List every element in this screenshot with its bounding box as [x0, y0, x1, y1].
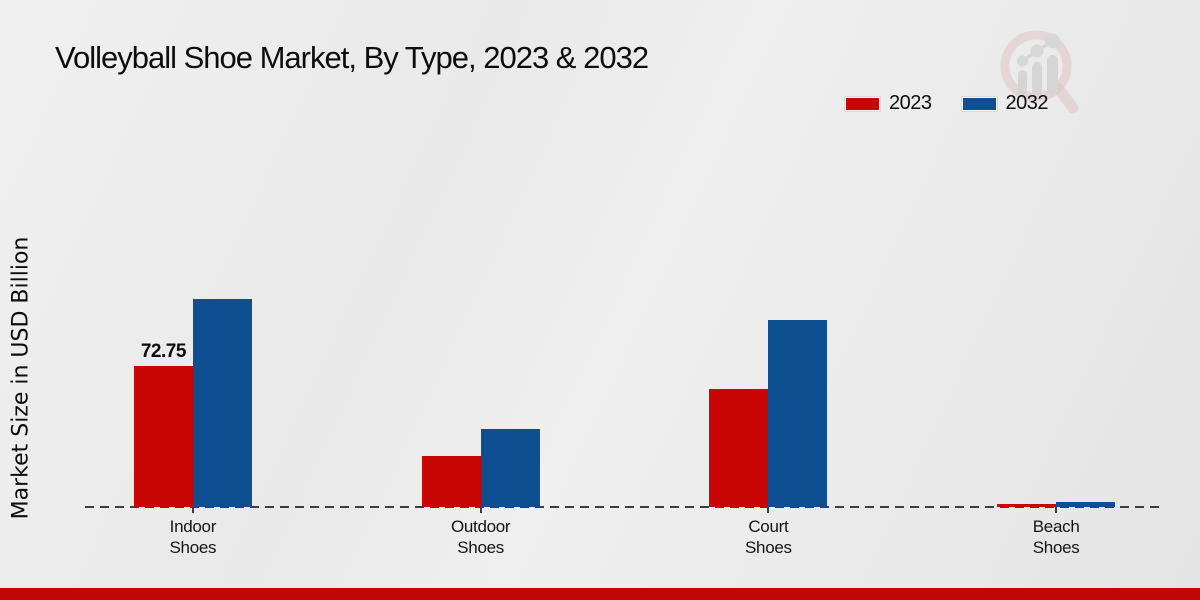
x-axis-tick-outdoor-shoes	[479, 507, 482, 513]
x-axis-tick-court-shoes	[767, 507, 770, 513]
legend: 2023 2032	[845, 92, 1048, 115]
legend-swatch-2023-icon	[845, 96, 880, 111]
legend-item-2032: 2032	[961, 92, 1049, 115]
bar-2023-beach-shoes	[997, 504, 1057, 507]
bar-2032-outdoor-shoes	[480, 429, 540, 507]
x-axis-tick-beach-shoes	[1055, 507, 1058, 513]
bar-2023-court-shoes	[709, 389, 769, 507]
bar-2023-outdoor-shoes	[421, 456, 481, 507]
legend-label-2032: 2032	[1005, 92, 1049, 114]
data-label-2023-indoor-shoes: 72.75	[140, 341, 187, 362]
x-axis-label-court-shoes: Court Shoes	[745, 517, 792, 557]
x-axis-label-indoor-shoes: Indoor Shoes	[169, 517, 217, 557]
legend-label-2023: 2023	[889, 92, 932, 114]
legend-item-2023: 2023	[845, 92, 932, 115]
x-axis-tick-indoor-shoes	[191, 507, 194, 513]
bar-2032-beach-shoes	[1056, 502, 1116, 507]
x-axis-baseline	[85, 506, 1163, 508]
y-axis-title: Market Size in USD Billion	[8, 236, 34, 520]
bar-2032-indoor-shoes	[192, 299, 252, 507]
bar-2023-indoor-shoes	[133, 366, 193, 507]
x-axis-label-beach-shoes: Beach Shoes	[1032, 517, 1080, 557]
x-axis-label-outdoor-shoes: Outdoor Shoes	[450, 517, 511, 557]
magnifier-growth-chart-logo-icon	[1000, 30, 1079, 114]
bar-2032-court-shoes	[768, 320, 828, 507]
plot-area: Indoor Shoes Outdoor Shoes Court Shoes Beach Sh…	[49, 87, 1200, 557]
legend-swatch-2032-icon	[961, 96, 997, 111]
chart-title: Volleyball Shoe Market, By Type, 2023 & …	[55, 40, 649, 75]
footer-accent-bar	[0, 588, 1200, 600]
